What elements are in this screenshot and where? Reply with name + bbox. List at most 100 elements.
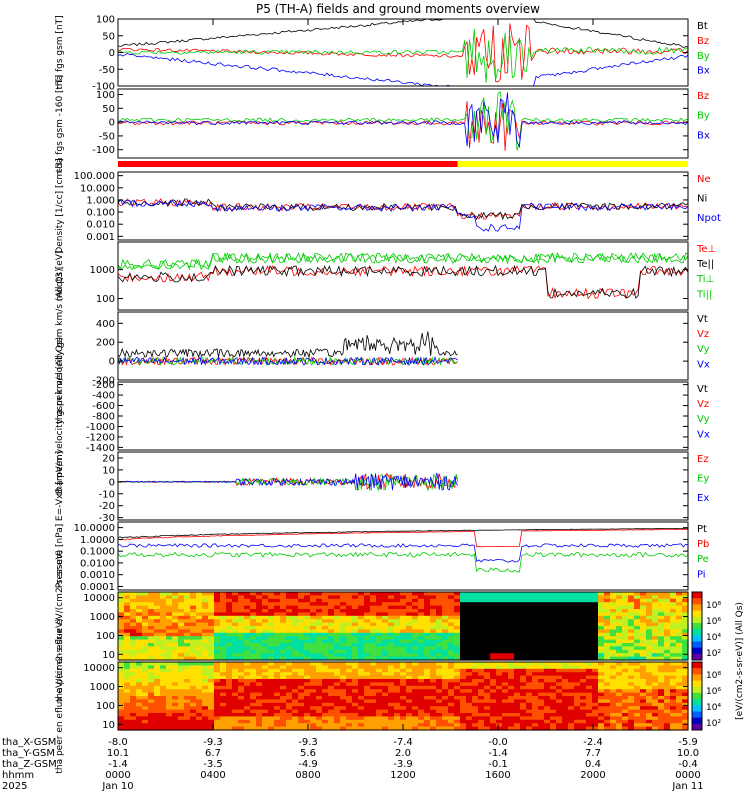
spectrogram-cell bbox=[202, 679, 209, 683]
spectrogram-cell bbox=[532, 656, 539, 661]
spectrogram-cell bbox=[328, 692, 335, 697]
spectrogram-cell bbox=[244, 632, 251, 637]
spectrogram-cell bbox=[610, 723, 617, 728]
spectrogram-cell bbox=[484, 668, 491, 673]
spectrogram-cell bbox=[454, 713, 461, 717]
spectrogram-cell bbox=[262, 619, 269, 624]
spectrogram-cell bbox=[628, 629, 635, 634]
spectrogram-cell bbox=[592, 679, 599, 683]
spectrogram-cell bbox=[226, 639, 233, 644]
spectrogram-cell bbox=[622, 716, 629, 721]
spectrogram-cell bbox=[280, 595, 287, 600]
spectrogram-cell bbox=[292, 605, 299, 610]
spectrogram-cell bbox=[460, 726, 467, 731]
spectrogram-cell bbox=[682, 629, 689, 634]
spectrogram-cell bbox=[352, 675, 359, 680]
spectrogram-cell bbox=[370, 702, 377, 707]
spectrogram-cell bbox=[286, 726, 293, 731]
spectrogram-cell bbox=[634, 665, 641, 670]
spectrogram-cell bbox=[502, 605, 509, 610]
spectrogram-cell bbox=[532, 726, 539, 731]
spectrogram-cell bbox=[394, 675, 401, 680]
spectrogram-cell bbox=[484, 726, 491, 731]
spectrogram-cell bbox=[190, 662, 197, 666]
spectrogram-cell bbox=[130, 592, 137, 596]
spectrogram-cell bbox=[322, 619, 329, 624]
spectrogram-cell bbox=[280, 643, 287, 647]
spectrogram-cell bbox=[508, 726, 515, 731]
spectrogram-cell bbox=[328, 709, 335, 714]
spectrogram-cell bbox=[586, 653, 593, 658]
spectrogram-cell bbox=[478, 699, 485, 704]
spectrogram-cell bbox=[316, 692, 323, 697]
spectrogram-cell bbox=[376, 612, 383, 617]
spectrogram-cell bbox=[550, 598, 557, 603]
spectrogram-cell bbox=[580, 723, 587, 728]
spectrogram-cell bbox=[640, 706, 647, 711]
spectrogram-cell bbox=[592, 696, 599, 700]
spectrogram-cell bbox=[424, 598, 431, 603]
spectrogram-cell bbox=[556, 595, 563, 600]
spectrogram-cell bbox=[346, 609, 353, 613]
spectrogram-cell bbox=[568, 723, 575, 728]
spectrogram-cell bbox=[418, 713, 425, 717]
spectrogram-cell bbox=[418, 726, 425, 731]
spectrogram-cell bbox=[412, 696, 419, 700]
spectrogram-cell bbox=[256, 689, 263, 694]
panel-y-label: Density [1/cc] [cm-3] bbox=[55, 158, 65, 253]
spectrogram-cell bbox=[466, 646, 473, 651]
x-tick-label: -7.4 bbox=[393, 737, 413, 748]
spectrogram-cell bbox=[538, 609, 545, 613]
spectrogram-cell bbox=[250, 602, 257, 607]
spectrogram-cell bbox=[400, 713, 407, 717]
spectrogram-cell bbox=[574, 656, 581, 661]
spectrogram-cell bbox=[256, 679, 263, 683]
spectrogram-cell bbox=[544, 595, 551, 600]
spectrogram-cell bbox=[184, 719, 191, 724]
spectrogram-cell bbox=[238, 672, 245, 677]
spectrogram-cell bbox=[328, 649, 335, 654]
spectrogram-cell bbox=[508, 662, 515, 666]
spectrogram-cell bbox=[682, 713, 689, 717]
spectrogram-cell bbox=[268, 622, 275, 627]
spectrogram-cell bbox=[316, 685, 323, 690]
spectrogram-cell bbox=[424, 653, 431, 658]
spectrogram-cell bbox=[148, 636, 155, 641]
spectrogram-cell bbox=[676, 665, 683, 670]
spectrogram-cell bbox=[328, 612, 335, 617]
spectrogram-cell bbox=[262, 612, 269, 617]
spectrogram-cell bbox=[610, 595, 617, 600]
spectrogram-cell bbox=[430, 665, 437, 670]
spectrogram-cell bbox=[508, 615, 515, 620]
spectrogram-cell bbox=[148, 716, 155, 721]
spectrogram-cell bbox=[166, 682, 173, 687]
spectrogram-cell bbox=[244, 626, 251, 630]
spectrogram-cell bbox=[646, 609, 653, 613]
spectrogram-cell bbox=[604, 668, 611, 673]
spectrogram-cell bbox=[550, 706, 557, 711]
spectrogram-cell bbox=[592, 632, 599, 637]
spectrogram-cell bbox=[562, 646, 569, 651]
spectrogram-cell bbox=[190, 639, 197, 644]
spectrogram-cell bbox=[208, 662, 215, 666]
spectrogram-cell bbox=[676, 639, 683, 644]
spectrogram-cell bbox=[244, 595, 251, 600]
spectrogram-cell bbox=[172, 605, 179, 610]
spectrogram-cell bbox=[544, 679, 551, 683]
spectrogram-cell bbox=[334, 639, 341, 644]
spectrogram-cell bbox=[418, 649, 425, 654]
spectrogram-cell bbox=[232, 598, 239, 603]
spectrogram-cell bbox=[388, 668, 395, 673]
legend-npot: Npot bbox=[697, 213, 721, 224]
x-tick-label: -0.4 bbox=[678, 759, 698, 770]
spectrogram-cell bbox=[130, 713, 137, 717]
spectrogram-cell bbox=[676, 632, 683, 637]
spectrogram-cell bbox=[490, 706, 497, 711]
y-tick-label: -100 bbox=[92, 82, 115, 93]
spectrogram-cell bbox=[556, 615, 563, 620]
spectrogram-cell bbox=[340, 622, 347, 627]
colorbar-tick-label: 10² bbox=[706, 649, 721, 659]
spectrogram-cell bbox=[652, 602, 659, 607]
spectrogram-cell bbox=[262, 629, 269, 634]
spectrogram-cell bbox=[436, 619, 443, 624]
